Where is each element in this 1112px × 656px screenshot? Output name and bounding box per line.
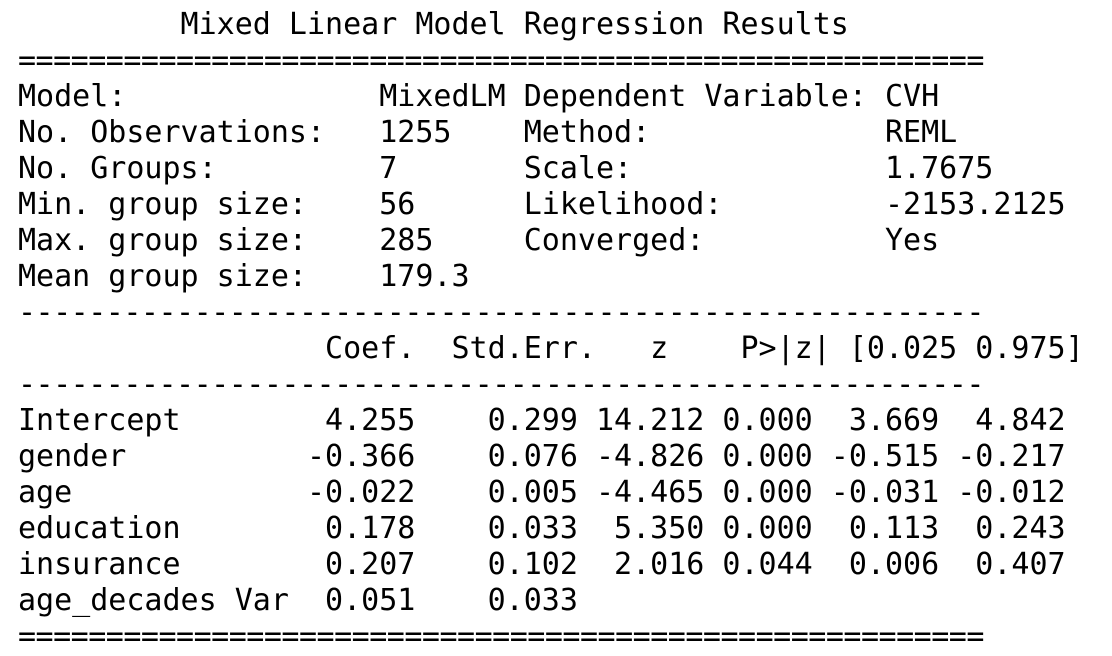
coef-table-row: gender -0.366 0.076 -4.826 0.000 -0.515 … [18,439,1066,474]
coef-table-header: Coef. Std.Err. z P>|z| [0.025 0.975] [18,331,1084,366]
single-rule: ----------------------------------------… [18,295,984,330]
coef-table-row: insurance 0.207 0.102 2.016 0.044 0.006 … [18,547,1066,582]
model-info-row: Max. group size: 285 Converged: Yes [18,223,940,258]
model-info-row: No. Groups: 7 Scale: 1.7675 [18,151,994,186]
model-info-row: Model: MixedLM Dependent Variable: CVH [18,79,940,114]
double-rule: ========================================… [18,43,984,78]
single-rule: ----------------------------------------… [18,367,984,402]
coef-table-row: age -0.022 0.005 -4.465 0.000 -0.031 -0.… [18,475,1066,510]
coef-table-row: Intercept 4.255 0.299 14.212 0.000 3.669… [18,403,1066,438]
regression-summary: Mixed Linear Model Regression Results ===… [18,7,1084,655]
coef-table-row: age_decades Var 0.051 0.033 [18,583,578,618]
coef-table-row: education 0.178 0.033 5.350 0.000 0.113 … [18,511,1066,546]
double-rule: ========================================… [18,619,984,654]
report-title: Mixed Linear Model Regression Results [18,7,849,42]
model-info-row: Mean group size: 179.3 [18,259,470,294]
model-info-row: No. Observations: 1255 Method: REML [18,115,958,150]
model-info-row: Min. group size: 56 Likelihood: -2153.21… [18,187,1066,222]
